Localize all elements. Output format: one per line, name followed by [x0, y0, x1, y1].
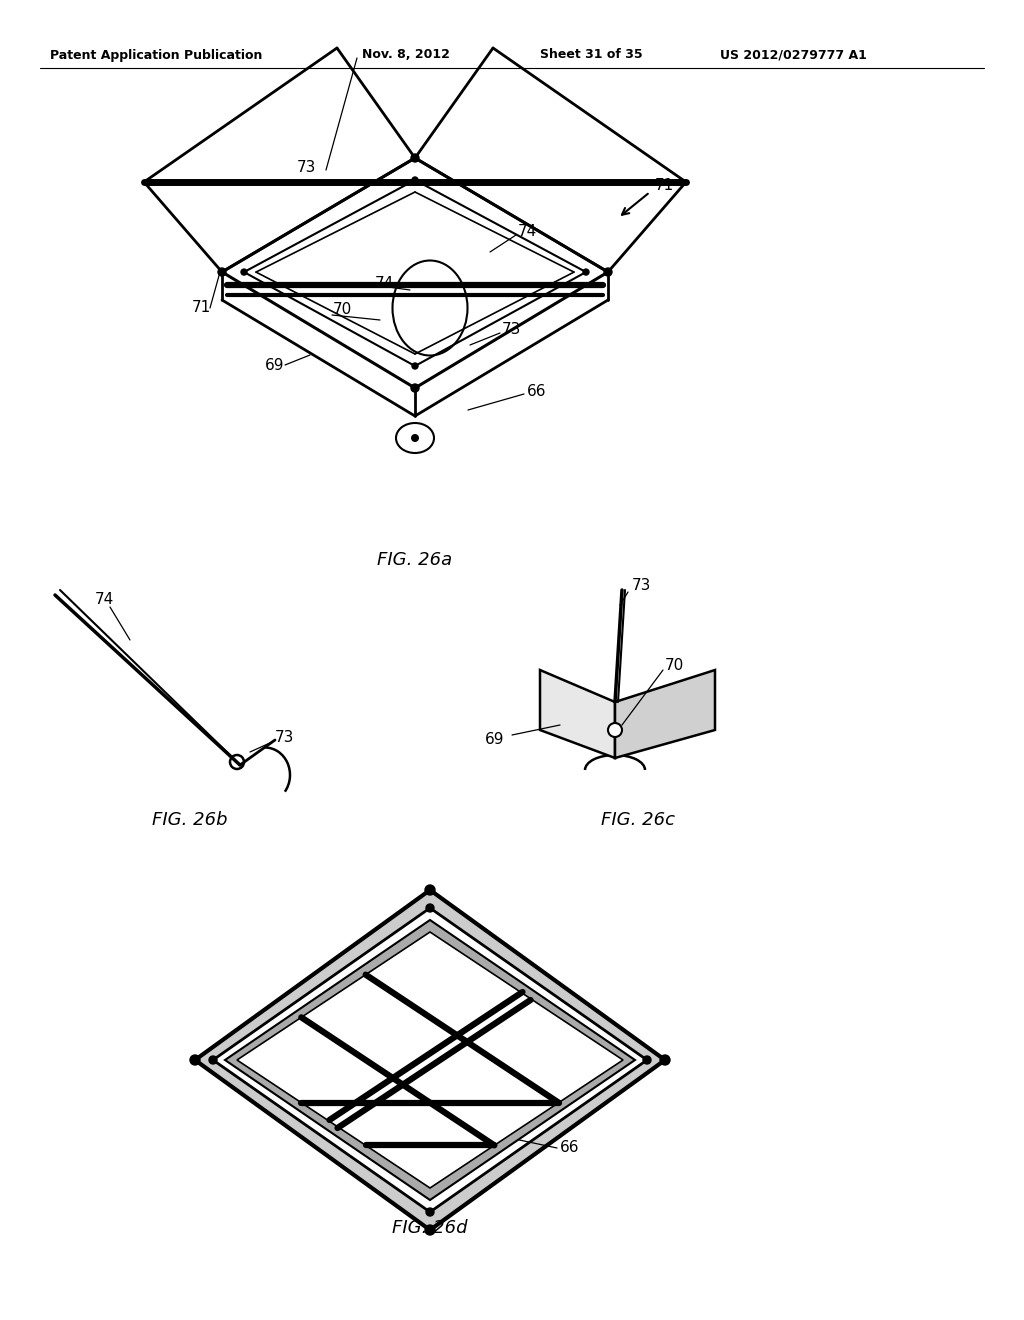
Polygon shape	[213, 908, 647, 1212]
Circle shape	[426, 904, 434, 912]
Text: 74 74: 74 74	[392, 1040, 435, 1056]
Circle shape	[425, 884, 435, 895]
Text: 71: 71	[655, 177, 674, 193]
Circle shape	[412, 177, 418, 183]
Ellipse shape	[396, 422, 434, 453]
Circle shape	[608, 723, 622, 737]
Text: 73: 73	[297, 160, 316, 174]
Polygon shape	[195, 890, 665, 1230]
Text: 73: 73	[632, 578, 651, 593]
Text: 66: 66	[560, 1140, 580, 1155]
Circle shape	[660, 1055, 670, 1065]
Polygon shape	[237, 932, 623, 1188]
Text: 73: 73	[502, 322, 521, 338]
Text: 70: 70	[333, 302, 352, 318]
Polygon shape	[615, 671, 715, 758]
Text: 74: 74	[518, 224, 538, 239]
Text: 74: 74	[375, 276, 394, 290]
Circle shape	[643, 1056, 651, 1064]
Circle shape	[604, 268, 612, 276]
Text: FIG. 26a: FIG. 26a	[378, 550, 453, 569]
Text: FIG. 26b: FIG. 26b	[153, 810, 227, 829]
Text: Nov. 8, 2012: Nov. 8, 2012	[362, 49, 450, 62]
Text: 69: 69	[265, 358, 285, 372]
Circle shape	[241, 269, 247, 275]
Circle shape	[426, 1208, 434, 1216]
Circle shape	[190, 1055, 200, 1065]
Text: 73: 73	[275, 730, 294, 746]
Circle shape	[411, 434, 419, 442]
Text: 70: 70	[665, 657, 684, 672]
Text: 74: 74	[95, 593, 115, 607]
Text: FIG. 26d: FIG. 26d	[392, 1218, 468, 1237]
Text: 73: 73	[345, 1011, 365, 1026]
Circle shape	[218, 268, 226, 276]
Circle shape	[411, 154, 419, 162]
Text: /: /	[435, 1059, 439, 1072]
Circle shape	[425, 1225, 435, 1236]
Text: Patent Application Publication: Patent Application Publication	[50, 49, 262, 62]
Circle shape	[411, 384, 419, 392]
Text: – 73: – 73	[440, 1074, 472, 1089]
Text: US 2012/0279777 A1: US 2012/0279777 A1	[720, 49, 867, 62]
Polygon shape	[540, 671, 615, 758]
Text: Sheet 31 of 35: Sheet 31 of 35	[540, 49, 643, 62]
Text: FIG. 26c: FIG. 26c	[601, 810, 675, 829]
Circle shape	[412, 363, 418, 370]
Text: 71: 71	[193, 301, 211, 315]
Circle shape	[209, 1056, 217, 1064]
Text: 69: 69	[485, 733, 505, 747]
Text: 66: 66	[527, 384, 547, 400]
Polygon shape	[225, 920, 635, 1200]
Circle shape	[583, 269, 589, 275]
